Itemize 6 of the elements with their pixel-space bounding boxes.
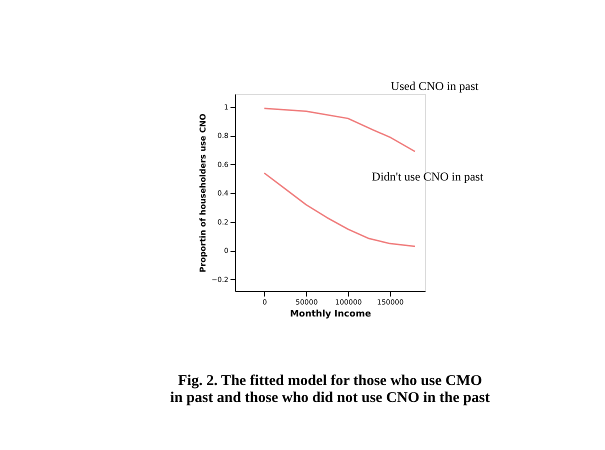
- y-axis-title: Proportin of householders use CNO: [198, 113, 208, 272]
- text: Used CNO in past: [390, 79, 480, 93]
- text: Fig. 2. The fitted model for those who use CMO in past and those who did not use CNO in the past: [170, 373, 490, 406]
- annotation: Didn't use CNO in past: [372, 170, 484, 184]
- x-axis-title: Monthly Income: [290, 310, 372, 320]
- line-series: [264, 108, 416, 152]
